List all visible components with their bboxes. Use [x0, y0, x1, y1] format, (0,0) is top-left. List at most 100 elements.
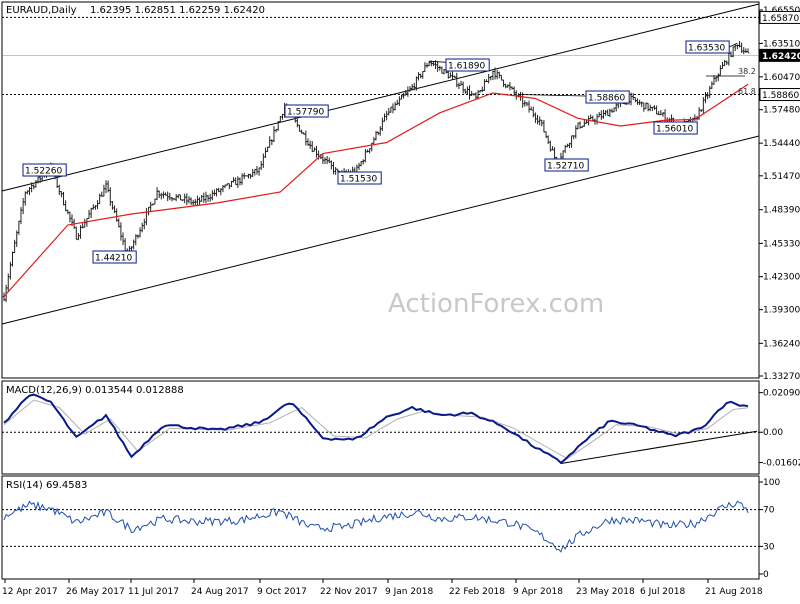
price-bar	[440, 66, 444, 74]
macd-axis-label: 0.00	[763, 428, 783, 438]
price-bar	[387, 107, 390, 116]
price-bar	[534, 112, 537, 124]
price-bar	[321, 153, 325, 165]
price-bar	[393, 101, 397, 111]
price-bar	[323, 157, 327, 165]
price-bar	[417, 72, 420, 81]
price-bar	[389, 106, 393, 113]
price-bar	[455, 72, 458, 88]
price-bar	[100, 191, 103, 197]
macd-trendline	[560, 430, 758, 464]
price-bar	[162, 191, 165, 199]
price-bar	[381, 117, 384, 131]
price-bar	[396, 99, 399, 106]
price-bar	[219, 188, 223, 196]
watermark: ActionForex.com	[388, 289, 604, 319]
price-bar	[661, 112, 665, 117]
price-bar	[740, 42, 743, 53]
price-bar	[451, 71, 454, 80]
price-bar	[160, 192, 163, 200]
price-bar	[734, 44, 737, 51]
price-bar	[330, 160, 333, 170]
price-bar	[657, 111, 660, 116]
price-axis-label: 1.63510	[763, 39, 800, 49]
price-bar	[311, 141, 314, 153]
price-bar	[549, 140, 552, 152]
price-bar	[328, 157, 331, 164]
rsi-axis-label: 70	[763, 506, 775, 516]
price-bar	[106, 180, 110, 193]
price-bar	[60, 191, 63, 198]
price-bar	[19, 207, 23, 225]
price-bar	[253, 169, 257, 176]
annotation-label: 1.51530	[340, 175, 377, 185]
price-bar	[306, 138, 310, 146]
price-bar	[298, 124, 301, 132]
price-bar	[400, 94, 403, 100]
annotation-pointer	[729, 42, 738, 48]
price-bar	[459, 80, 463, 86]
current-price-label-box	[759, 48, 800, 62]
price-bar	[372, 137, 376, 144]
price-bar	[491, 70, 495, 81]
price-bar	[376, 131, 380, 136]
price-bar	[300, 129, 303, 134]
price-bar	[21, 197, 25, 215]
price-bar	[700, 109, 703, 112]
price-bar	[636, 98, 639, 105]
annotation-label: 1.57790	[287, 108, 324, 118]
price-bar	[470, 90, 473, 96]
price-layer	[1, 3, 760, 325]
price-bar	[166, 191, 169, 202]
price-bar	[153, 198, 157, 205]
price-bar	[721, 61, 724, 69]
price-bar	[34, 179, 38, 188]
price-bar	[245, 175, 248, 177]
price-bar	[315, 145, 318, 158]
rsi-axis-label: 30	[763, 542, 775, 552]
annotation-box	[337, 171, 382, 185]
price-bar	[221, 185, 225, 193]
annotation-label: 1.52260	[25, 167, 62, 177]
price-bar	[236, 176, 240, 188]
price-bar	[642, 102, 646, 112]
price-axis-label: 1.42300	[763, 273, 800, 283]
annotation-label: 1.52710	[547, 162, 584, 172]
price-bar	[474, 92, 478, 100]
x-axis-label: 9 Apr 2018	[513, 587, 563, 597]
macd-panel-frame	[1, 380, 760, 475]
price-bar	[634, 97, 637, 103]
price-bar	[198, 197, 201, 206]
price-bar	[26, 190, 29, 195]
annotation-label: 1.56010	[656, 125, 693, 135]
price-bar	[260, 161, 263, 170]
price-bar	[544, 131, 548, 139]
price-axis-label: 1.60470	[763, 73, 800, 83]
price-bar	[589, 114, 592, 120]
price-bar	[638, 99, 641, 106]
price-bar	[704, 92, 707, 104]
price-bar	[717, 73, 720, 82]
price-bar	[223, 184, 227, 188]
price-bar	[24, 191, 27, 206]
price-bar	[257, 167, 261, 176]
x-axis-label: 9 Oct 2017	[257, 587, 307, 597]
price-axis-label: 1.39300	[763, 306, 800, 316]
price-bar	[281, 114, 284, 120]
price-bar	[359, 160, 363, 167]
price-bar	[402, 92, 405, 99]
price-bar	[308, 140, 312, 149]
rsi-panel-frame	[1, 475, 760, 580]
annotation-box	[653, 121, 698, 135]
price-axis-label: 1.45330	[763, 239, 800, 249]
price-bar	[334, 167, 337, 175]
price-axis-label: 1.33270	[763, 372, 800, 382]
price-bar	[270, 139, 274, 146]
price-bar	[651, 106, 654, 112]
price-bar	[357, 162, 361, 170]
price-bar	[83, 218, 86, 228]
macd-title: MACD(12,26,9) 0.013544 0.012888	[6, 385, 184, 396]
price-bar	[546, 135, 550, 144]
price-bar	[130, 246, 133, 252]
macd-layer	[2, 393, 759, 465]
